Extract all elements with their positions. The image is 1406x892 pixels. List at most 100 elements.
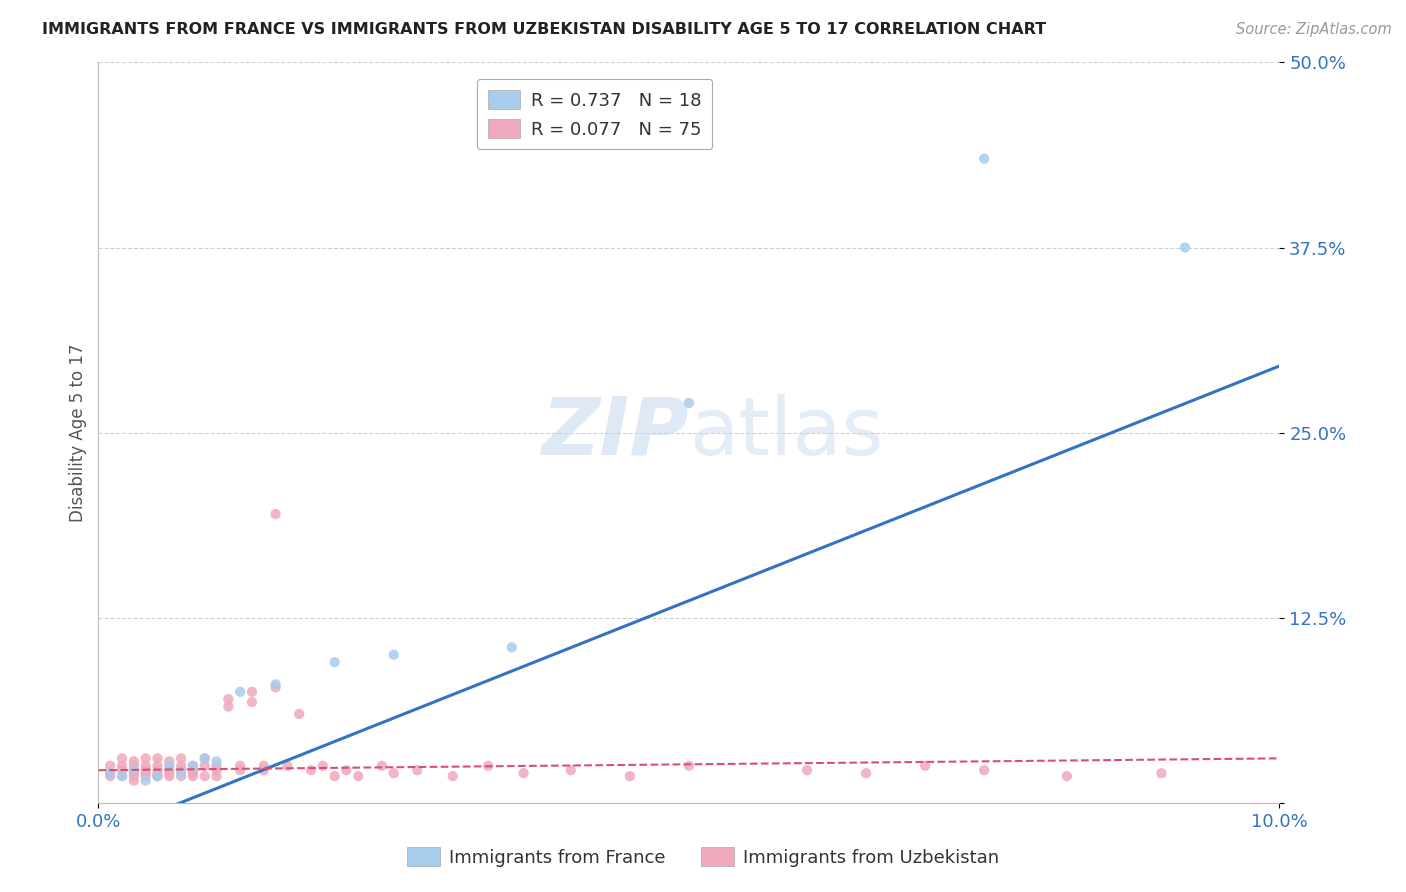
Legend: Immigrants from France, Immigrants from Uzbekistan: Immigrants from France, Immigrants from … bbox=[399, 840, 1007, 874]
Y-axis label: Disability Age 5 to 17: Disability Age 5 to 17 bbox=[69, 343, 87, 522]
Point bbox=[146, 769, 169, 783]
Point bbox=[122, 755, 145, 769]
Point bbox=[181, 766, 204, 780]
Point bbox=[264, 677, 287, 691]
Point bbox=[157, 758, 180, 772]
Point bbox=[111, 769, 134, 783]
Point bbox=[111, 758, 134, 772]
Point bbox=[170, 766, 193, 780]
Point bbox=[194, 758, 217, 772]
Point bbox=[264, 507, 287, 521]
Point bbox=[253, 758, 276, 772]
Point bbox=[229, 758, 252, 772]
Point bbox=[205, 763, 228, 777]
Point bbox=[914, 758, 936, 772]
Point bbox=[111, 769, 134, 783]
Point bbox=[205, 769, 228, 783]
Point bbox=[157, 758, 180, 772]
Point bbox=[441, 769, 464, 783]
Point bbox=[240, 695, 263, 709]
Point bbox=[217, 692, 239, 706]
Point bbox=[122, 763, 145, 777]
Point bbox=[619, 769, 641, 783]
Point bbox=[135, 758, 157, 772]
Point bbox=[335, 763, 357, 777]
Point bbox=[406, 763, 429, 777]
Point bbox=[560, 763, 582, 777]
Point bbox=[299, 763, 322, 777]
Point bbox=[382, 648, 405, 662]
Point bbox=[678, 758, 700, 772]
Point bbox=[170, 751, 193, 765]
Point bbox=[855, 766, 877, 780]
Point bbox=[1056, 769, 1078, 783]
Point bbox=[122, 769, 145, 783]
Point bbox=[323, 769, 346, 783]
Point bbox=[170, 758, 193, 772]
Point bbox=[170, 763, 193, 777]
Point bbox=[98, 766, 121, 780]
Point bbox=[111, 751, 134, 765]
Point bbox=[181, 758, 204, 772]
Point bbox=[146, 758, 169, 772]
Point bbox=[205, 755, 228, 769]
Point bbox=[194, 751, 217, 765]
Point bbox=[135, 751, 157, 765]
Point bbox=[135, 763, 157, 777]
Point bbox=[240, 685, 263, 699]
Point bbox=[501, 640, 523, 655]
Point bbox=[477, 758, 499, 772]
Text: Source: ZipAtlas.com: Source: ZipAtlas.com bbox=[1236, 22, 1392, 37]
Point bbox=[217, 699, 239, 714]
Point bbox=[194, 769, 217, 783]
Point bbox=[146, 769, 169, 783]
Point bbox=[382, 766, 405, 780]
Text: atlas: atlas bbox=[689, 393, 883, 472]
Point bbox=[181, 769, 204, 783]
Point bbox=[264, 681, 287, 695]
Point bbox=[512, 766, 534, 780]
Point bbox=[1150, 766, 1173, 780]
Point bbox=[98, 769, 121, 783]
Point bbox=[323, 655, 346, 669]
Legend: R = 0.737   N = 18, R = 0.077   N = 75: R = 0.737 N = 18, R = 0.077 N = 75 bbox=[477, 78, 713, 149]
Point bbox=[157, 763, 180, 777]
Point bbox=[122, 763, 145, 777]
Point bbox=[288, 706, 311, 721]
Point bbox=[205, 758, 228, 772]
Point bbox=[135, 766, 157, 780]
Point bbox=[229, 763, 252, 777]
Point bbox=[146, 751, 169, 765]
Point bbox=[347, 769, 370, 783]
Text: ZIP: ZIP bbox=[541, 393, 689, 472]
Point bbox=[229, 685, 252, 699]
Point bbox=[157, 766, 180, 780]
Point bbox=[276, 758, 298, 772]
Point bbox=[122, 758, 145, 772]
Point bbox=[146, 769, 169, 783]
Point bbox=[312, 758, 335, 772]
Point bbox=[181, 758, 204, 772]
Point bbox=[181, 763, 204, 777]
Point bbox=[371, 758, 394, 772]
Point bbox=[157, 769, 180, 783]
Text: IMMIGRANTS FROM FRANCE VS IMMIGRANTS FROM UZBEKISTAN DISABILITY AGE 5 TO 17 CORR: IMMIGRANTS FROM FRANCE VS IMMIGRANTS FRO… bbox=[42, 22, 1046, 37]
Point bbox=[796, 763, 818, 777]
Point bbox=[122, 766, 145, 780]
Point bbox=[98, 758, 121, 772]
Point bbox=[678, 396, 700, 410]
Point bbox=[98, 766, 121, 780]
Point bbox=[1174, 240, 1197, 255]
Point bbox=[146, 763, 169, 777]
Point bbox=[253, 763, 276, 777]
Point bbox=[973, 763, 995, 777]
Point bbox=[194, 751, 217, 765]
Point bbox=[122, 773, 145, 788]
Point bbox=[135, 773, 157, 788]
Point bbox=[111, 763, 134, 777]
Point bbox=[135, 769, 157, 783]
Point bbox=[157, 755, 180, 769]
Point bbox=[170, 769, 193, 783]
Point bbox=[973, 152, 995, 166]
Point bbox=[146, 766, 169, 780]
